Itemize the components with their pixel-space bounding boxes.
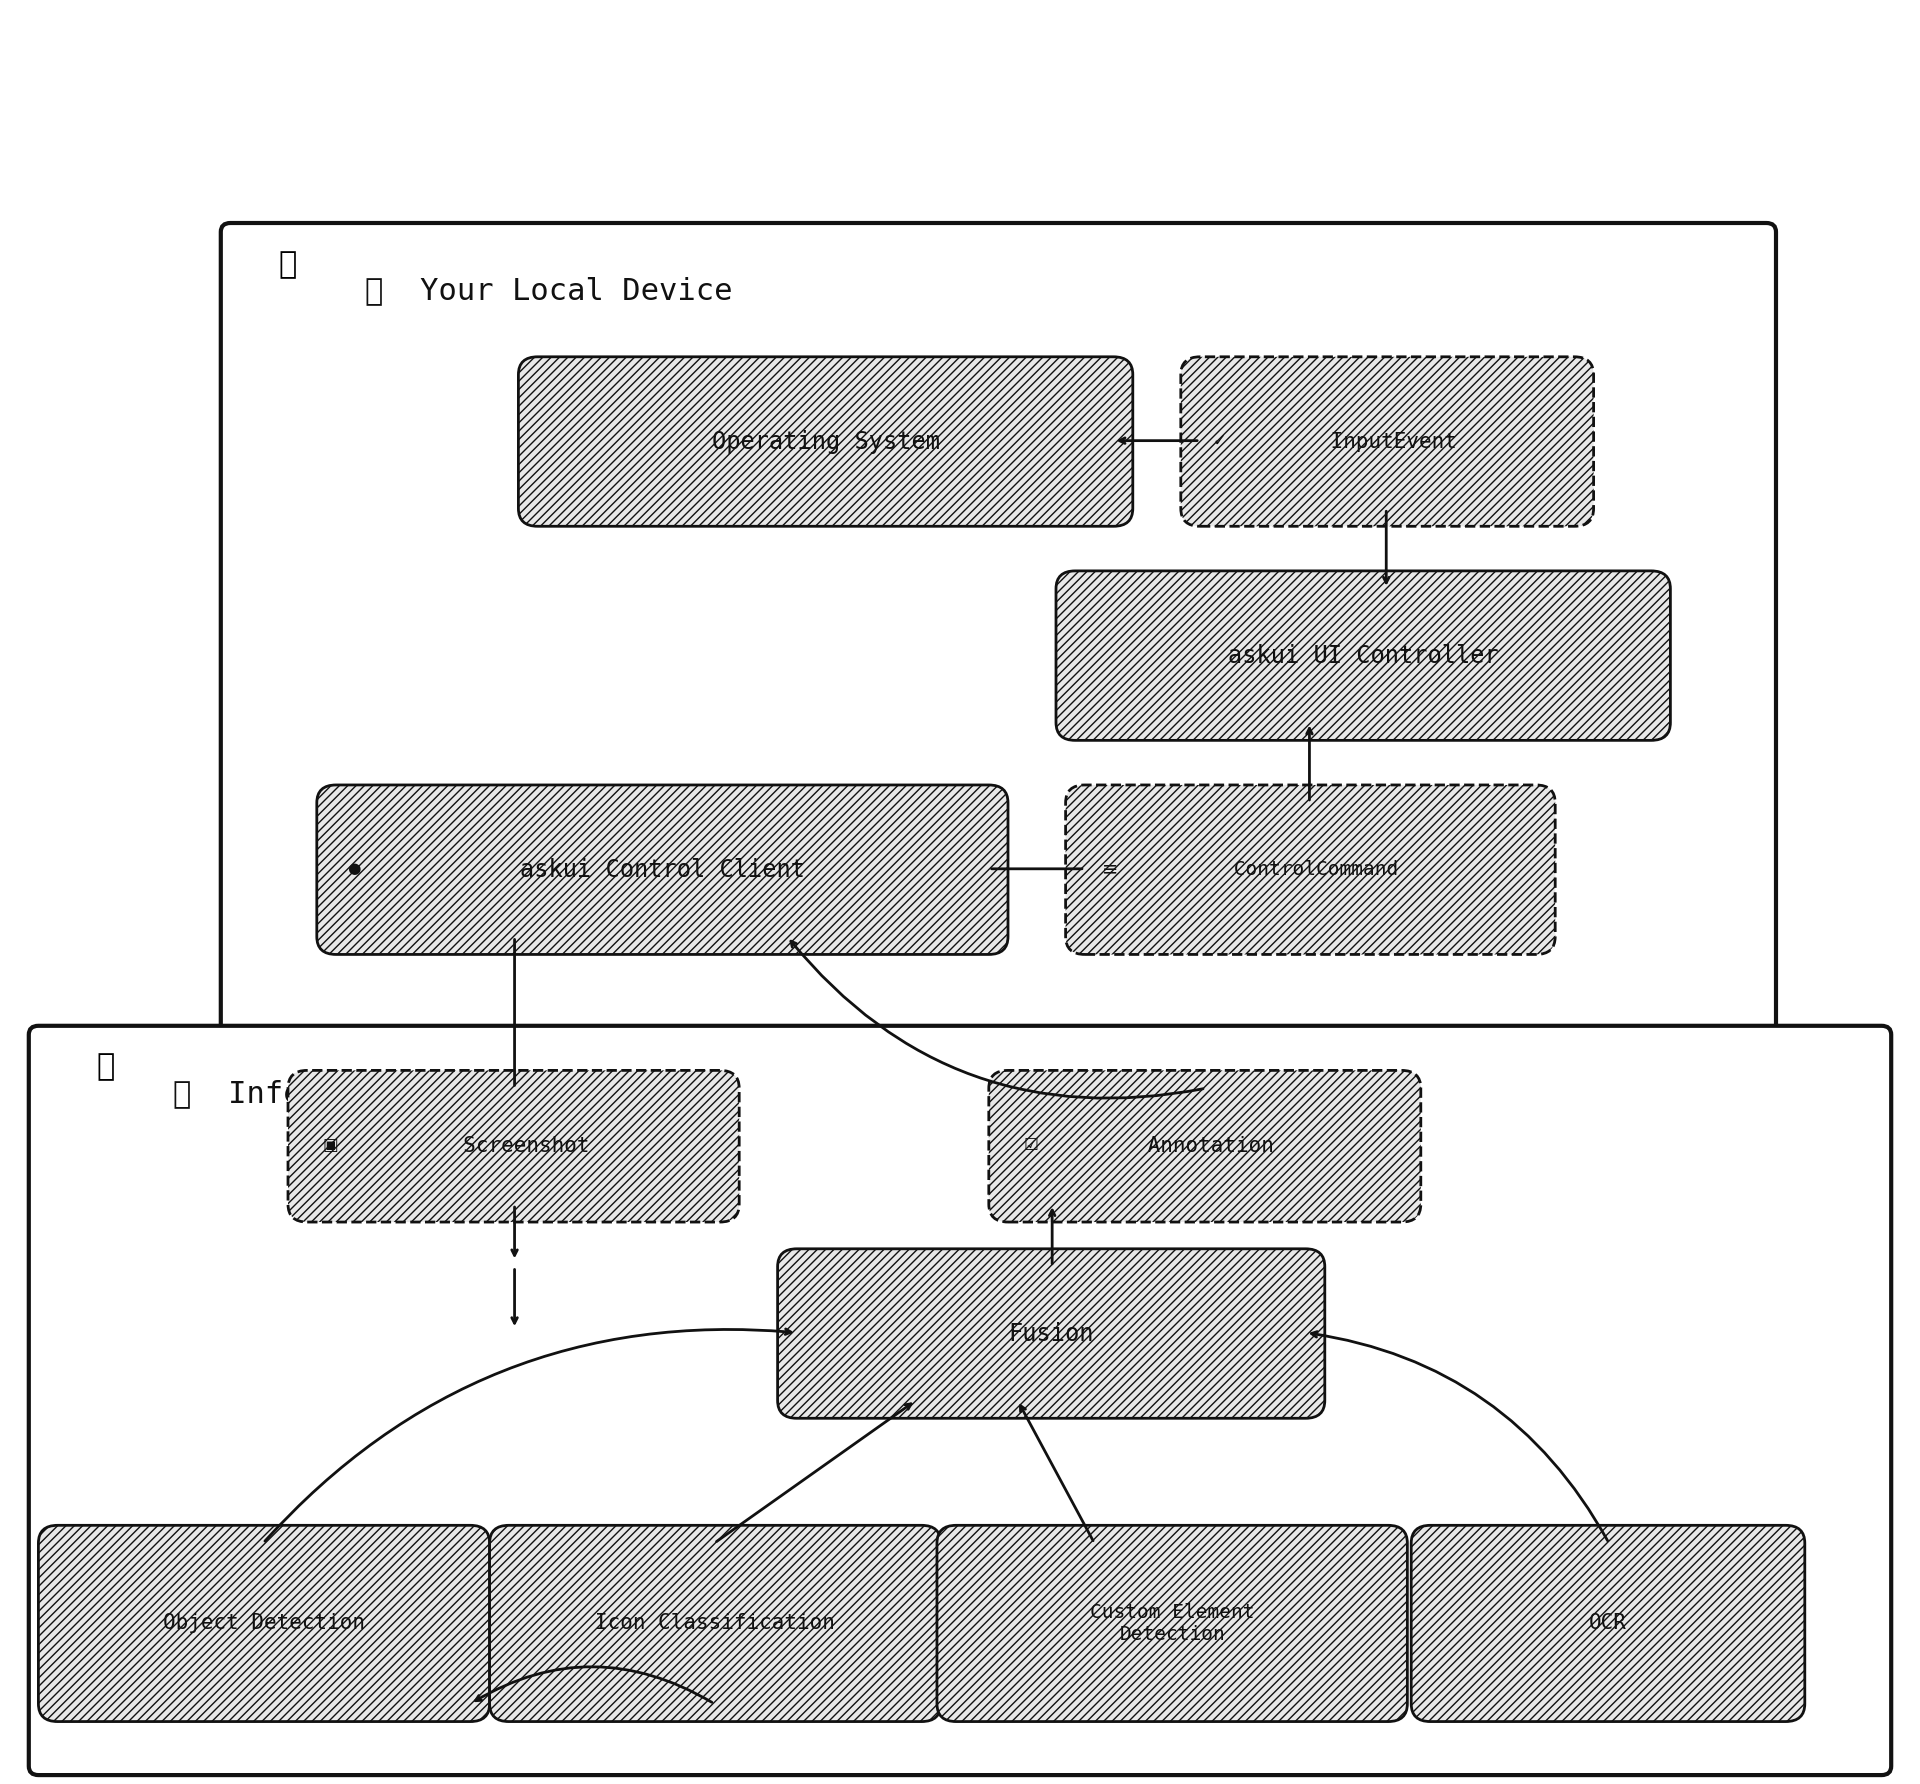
Text: Screenshot: Screenshot (438, 1136, 589, 1156)
FancyBboxPatch shape (38, 1525, 490, 1722)
Text: ControlCommand: ControlCommand (1223, 860, 1398, 880)
FancyBboxPatch shape (490, 1525, 941, 1722)
FancyBboxPatch shape (1181, 357, 1594, 526)
FancyBboxPatch shape (518, 357, 1133, 526)
FancyBboxPatch shape (221, 223, 1776, 1044)
Text: 🖥  Inference Server: 🖥 Inference Server (173, 1079, 522, 1108)
FancyBboxPatch shape (1066, 785, 1555, 954)
Text: ✓: ✓ (1212, 432, 1227, 450)
Text: ≡: ≡ (1102, 860, 1117, 878)
FancyBboxPatch shape (778, 1249, 1325, 1418)
Text: askui Control Client: askui Control Client (520, 858, 804, 881)
Text: OCR: OCR (1590, 1613, 1626, 1634)
Text: ●: ● (349, 860, 361, 878)
Text: Custom Element
Detection: Custom Element Detection (1091, 1604, 1254, 1643)
Text: askui UI Controller: askui UI Controller (1227, 644, 1500, 667)
FancyBboxPatch shape (937, 1525, 1407, 1722)
Text: 🖥: 🖥 (96, 1053, 115, 1081)
FancyBboxPatch shape (317, 785, 1008, 954)
Text: InputEvent: InputEvent (1317, 432, 1457, 451)
Text: 💻  Your Local Device: 💻 Your Local Device (365, 277, 732, 305)
Text: Fusion: Fusion (1008, 1322, 1094, 1345)
Text: Annotation: Annotation (1135, 1136, 1275, 1156)
FancyBboxPatch shape (288, 1070, 739, 1222)
Text: Object Detection: Object Detection (163, 1613, 365, 1634)
FancyBboxPatch shape (1411, 1525, 1805, 1722)
Text: 💻: 💻 (278, 250, 298, 278)
Text: ▣: ▣ (323, 1136, 338, 1154)
Text: ☑: ☑ (1023, 1136, 1039, 1154)
Text: Icon Classification: Icon Classification (595, 1613, 835, 1634)
FancyBboxPatch shape (989, 1070, 1421, 1222)
Text: Operating System: Operating System (712, 430, 939, 453)
FancyBboxPatch shape (29, 1026, 1891, 1775)
FancyBboxPatch shape (1056, 571, 1670, 740)
